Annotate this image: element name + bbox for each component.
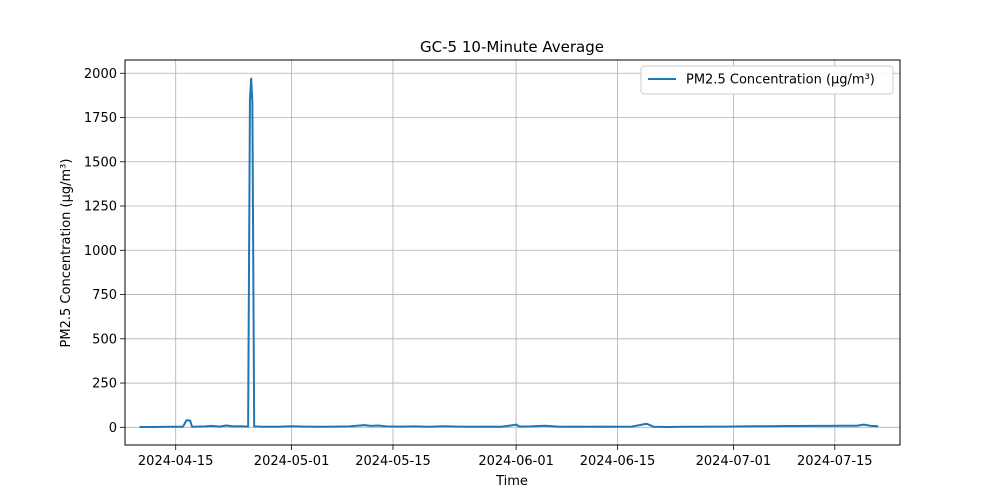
- y-tick-label: 0: [109, 421, 117, 436]
- y-tick-label: 1000: [84, 244, 117, 259]
- x-axis-ticks: 2024-04-15 2024-05-01 2024-05-15 2024-06-01…: [138, 445, 873, 469]
- x-tick-label: 2024-06-01: [478, 454, 554, 469]
- chart-title: GC-5 10-Minute Average: [420, 38, 604, 56]
- y-axis-ticks: 0 250 500 750 1000 1250 1500 1750 2000: [84, 67, 125, 436]
- legend-box: [640, 65, 894, 95]
- x-tick-label: 2024-04-15: [138, 454, 214, 469]
- y-tick-label: 500: [92, 332, 117, 347]
- y-tick-label: 2000: [84, 67, 117, 82]
- y-tick-label: 1250: [84, 200, 117, 215]
- x-tick-label: 2024-07-15: [797, 454, 873, 469]
- y-tick-label: 1750: [84, 111, 117, 126]
- y-tick-label: 750: [92, 288, 117, 303]
- y-tick-label: 1500: [84, 155, 117, 170]
- legend: PM2.5 Concentration (µg/m³): [640, 65, 894, 95]
- x-tick-label: 2024-05-15: [355, 454, 431, 469]
- y-tick-label: 250: [92, 377, 117, 392]
- y-axis-title: PM2.5 Concentration (µg/m³): [59, 159, 74, 348]
- legend-entry: PM2.5 Concentration (µg/m³): [686, 73, 875, 88]
- x-axis-title: Time: [495, 474, 528, 489]
- series-layer: [139, 77, 879, 428]
- x-tick-label: 2024-05-01: [254, 454, 330, 469]
- x-tick-label: 2024-07-01: [696, 454, 772, 469]
- plot-frame: [124, 59, 901, 446]
- series-line: [139, 77, 879, 428]
- x-tick-label: 2024-06-15: [580, 454, 656, 469]
